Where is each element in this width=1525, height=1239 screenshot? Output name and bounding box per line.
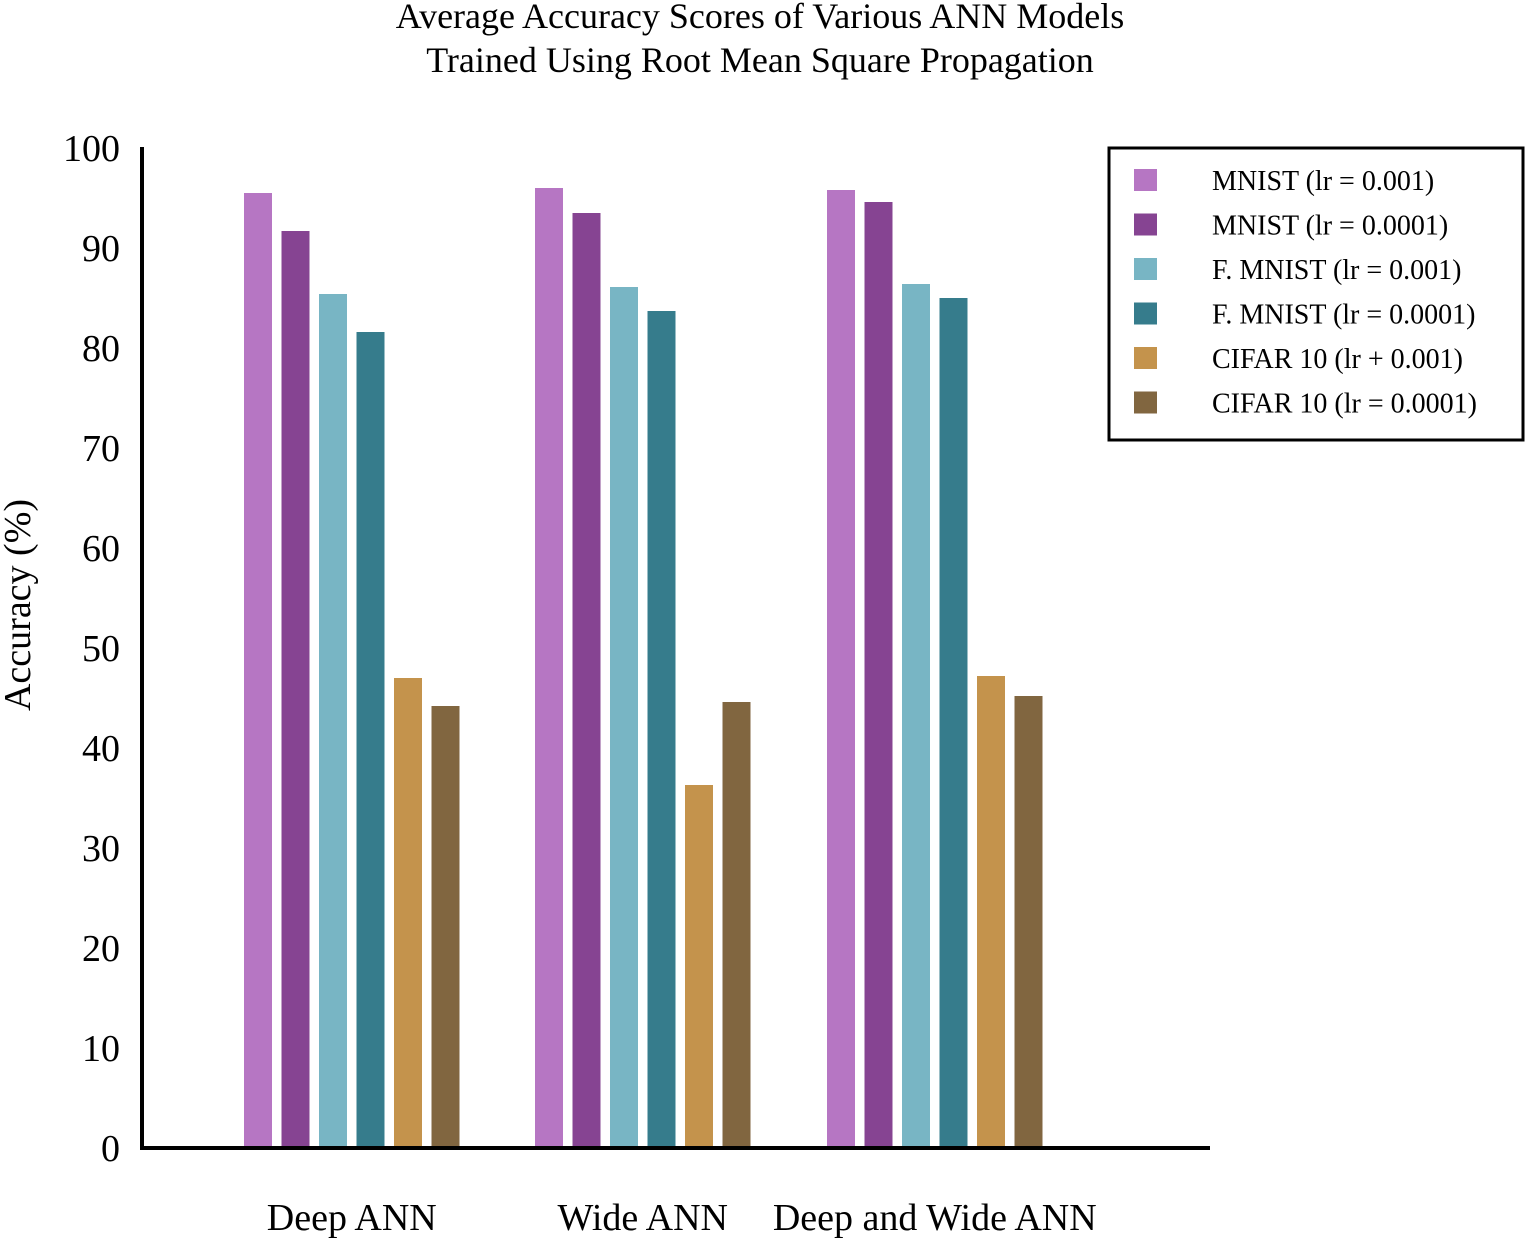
x-category-label: Deep ANN	[267, 1197, 437, 1239]
bar	[1014, 696, 1043, 1148]
y-tick-label: 20	[82, 928, 120, 970]
y-tick-label: 40	[82, 728, 120, 770]
chart-title: Average Accuracy Scores of Various ANN M…	[396, 0, 1124, 80]
bar	[572, 213, 601, 1148]
bar	[431, 706, 460, 1148]
legend: MNIST (lr = 0.001) MNIST (lr = 0.0001) F. …	[1107, 146, 1525, 442]
legend-label: CIFAR 10 (lr = 0.0001)	[1212, 389, 1477, 420]
bar	[394, 678, 422, 1148]
bar	[827, 190, 855, 1148]
bar	[722, 702, 751, 1148]
legend-label: CIFAR 10 (lr + 0.001)	[1212, 344, 1463, 375]
legend-swatch	[1134, 169, 1157, 191]
chart-title-line-1: Average Accuracy Scores of Various ANN M…	[396, 0, 1124, 36]
y-tick-label: 50	[82, 628, 120, 670]
bar	[535, 188, 563, 1148]
chart-title-line-2: Trained Using Root Mean Square Propagati…	[426, 40, 1094, 80]
bar	[319, 294, 347, 1148]
bars	[244, 188, 1043, 1148]
y-tick-label: 30	[82, 828, 120, 870]
bar	[610, 287, 638, 1148]
bar	[864, 202, 893, 1148]
x-category-label: Deep and Wide ANN	[773, 1197, 1097, 1239]
bar	[977, 676, 1005, 1148]
y-tick-label: 90	[82, 228, 120, 270]
legend-label: MNIST (lr = 0.001)	[1212, 166, 1434, 197]
bar	[685, 785, 713, 1148]
legend-swatch	[1134, 347, 1157, 369]
bar	[902, 284, 930, 1148]
y-tick-label: 10	[82, 1028, 120, 1070]
y-tick-label: 100	[63, 128, 120, 170]
legend-label: F. MNIST (lr = 0.0001)	[1212, 300, 1475, 331]
legend-swatch	[1134, 302, 1157, 325]
legend-swatch	[1134, 258, 1157, 280]
legend-label: F. MNIST (lr = 0.001)	[1212, 255, 1461, 286]
bar	[939, 298, 968, 1148]
bar	[647, 311, 676, 1148]
y-axis-label: Accuracy (%)	[0, 499, 39, 711]
y-tick-label: 80	[82, 328, 120, 370]
category-labels: Deep ANN Wide ANN Deep and Wide ANN	[267, 1197, 1097, 1239]
legend-box	[1107, 146, 1525, 442]
y-tick-label: 60	[82, 528, 120, 570]
bar	[244, 193, 272, 1148]
y-tick-label: 70	[82, 428, 120, 470]
bar	[356, 332, 385, 1148]
bar	[281, 231, 310, 1148]
legend-label: MNIST (lr = 0.0001)	[1212, 211, 1448, 242]
y-tick-label: 0	[101, 1128, 120, 1170]
legend-swatch	[1134, 391, 1157, 414]
legend-swatch	[1134, 213, 1157, 236]
y-ticks: 0 10 20 30 40 50 60 70 80 90 100	[63, 128, 120, 1170]
x-category-label: Wide ANN	[558, 1197, 729, 1239]
